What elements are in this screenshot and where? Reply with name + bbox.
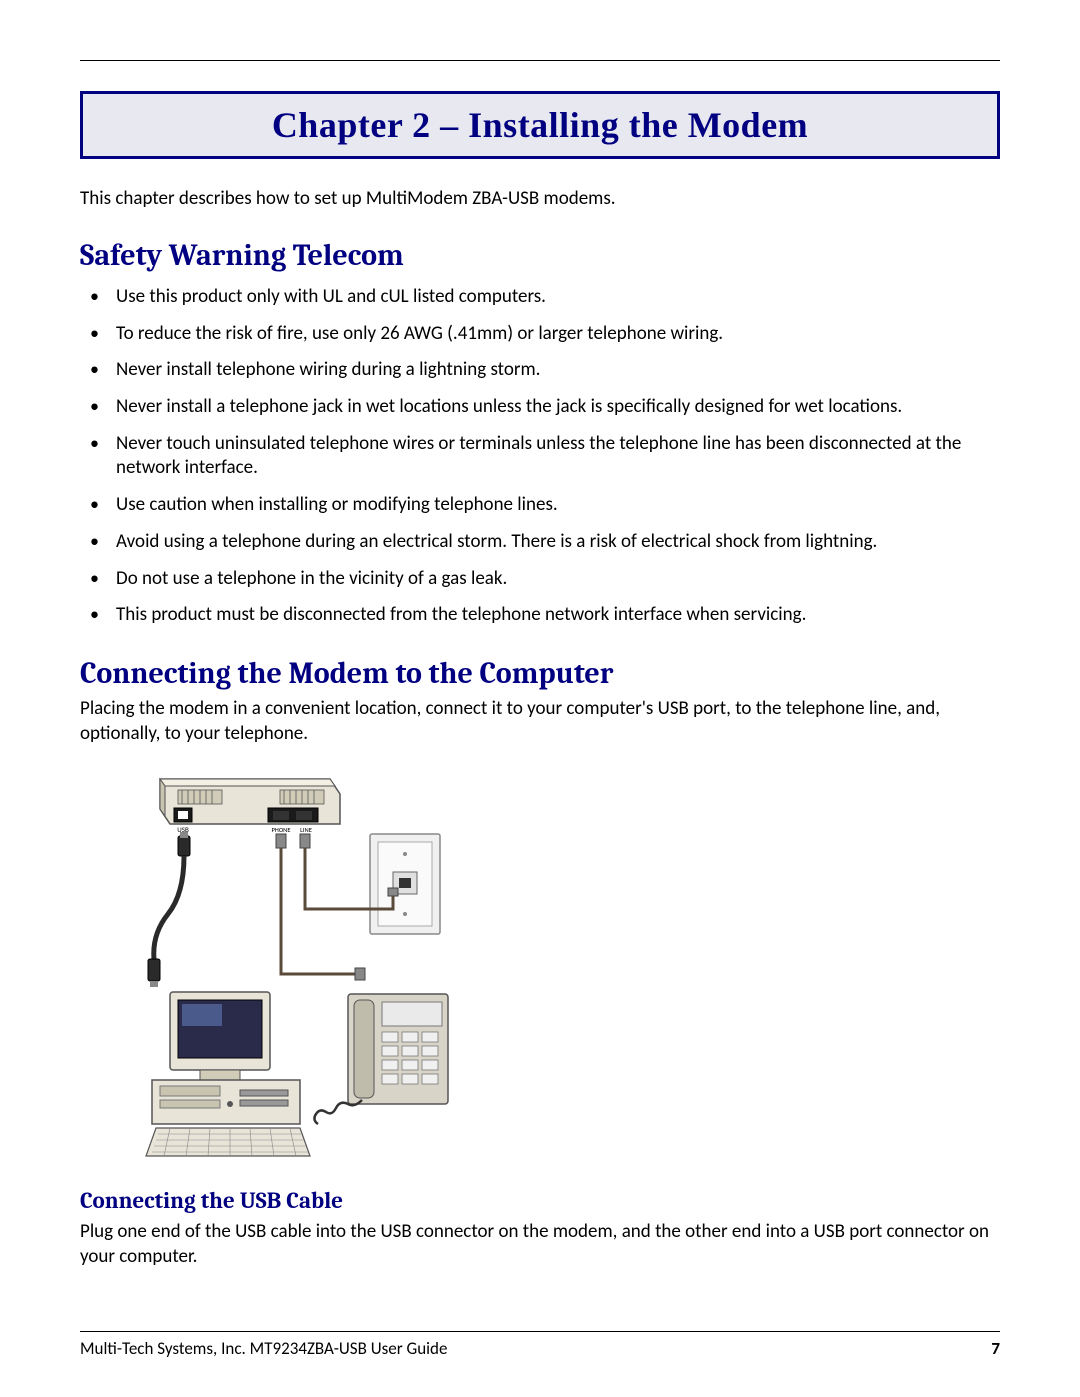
top-rule [80, 60, 1000, 61]
connection-diagram: USB PHONE LINE [130, 764, 1000, 1169]
list-item: Never install a telephone jack in wet lo… [108, 389, 1000, 426]
list-item: Use caution when installing or modifying… [108, 487, 1000, 524]
chapter-title: Chapter 2 – Installing the Modem [80, 91, 1000, 159]
list-item: To reduce the risk of fire, use only 26 … [108, 316, 1000, 353]
svg-text:LINE: LINE [300, 826, 312, 834]
connecting-usb-body: Plug one end of the USB cable into the U… [80, 1220, 1000, 1269]
heading-safety-warning: Safety Warning Telecom [80, 238, 1000, 273]
page-footer: Multi-Tech Systems, Inc. MT9234ZBA-USB U… [80, 1331, 1000, 1359]
list-item: Avoid using a telephone during an electr… [108, 524, 1000, 561]
modem-icon: USB PHONE LINE [160, 779, 340, 834]
svg-text:PHONE: PHONE [271, 826, 290, 834]
heading-connecting-usb: Connecting the USB Cable [80, 1187, 1000, 1214]
heading-connecting-modem: Connecting the Modem to the Computer [80, 656, 1000, 691]
phone-cable [276, 834, 365, 980]
list-item: Do not use a telephone in the vicinity o… [108, 561, 1000, 598]
footer-page-number: 7 [991, 1338, 1000, 1359]
chapter-intro: This chapter describes how to set up Mul… [80, 187, 1000, 210]
usb-cable [148, 832, 190, 987]
list-item: Never touch uninsulated telephone wires … [108, 426, 1000, 487]
list-item: Never install telephone wiring during a … [108, 352, 1000, 389]
diagram-svg: USB PHONE LINE [130, 764, 470, 1164]
footer-left: Multi-Tech Systems, Inc. MT9234ZBA-USB U… [80, 1338, 447, 1359]
telephone-icon [314, 994, 448, 1124]
wallplate-icon [370, 834, 440, 934]
computer-icon [146, 992, 310, 1156]
list-item: Use this product only with UL and cUL li… [108, 279, 1000, 316]
list-item: This product must be disconnected from t… [108, 597, 1000, 634]
safety-warning-list: Use this product only with UL and cUL li… [80, 279, 1000, 634]
connecting-modem-body: Placing the modem in a convenient locati… [80, 697, 1000, 746]
